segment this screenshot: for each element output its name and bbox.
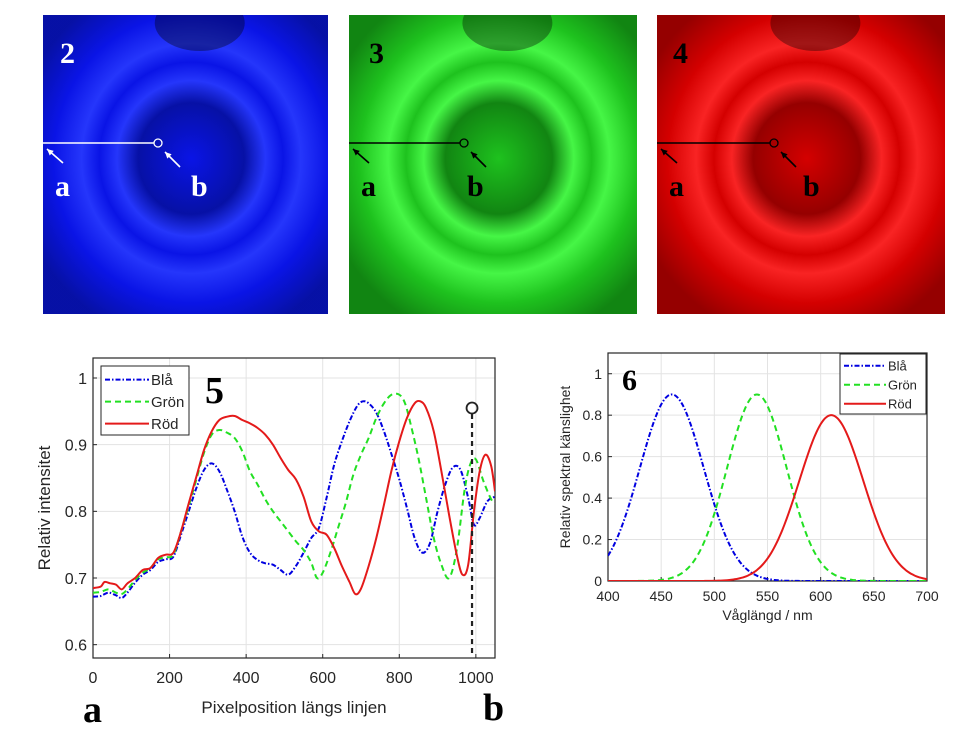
point-b-label: b — [191, 170, 208, 203]
image-ring-pattern — [349, 15, 637, 314]
image-panel-green: 3 a b — [349, 15, 637, 314]
axis-end-label-b: b — [483, 687, 505, 729]
image-ring-pattern — [43, 15, 328, 314]
series-group — [93, 392, 495, 600]
image-panel-blue: 2 a b — [43, 15, 328, 314]
arrow-a-icon-head — [47, 149, 54, 156]
position-b-circle-marker — [465, 401, 479, 415]
legend-label: Röd — [888, 396, 912, 411]
arrow-a-icon-head — [353, 149, 360, 156]
point-b-circle — [153, 138, 163, 148]
x-tick-label: 600 — [809, 588, 833, 604]
plot-area-frame — [92, 357, 496, 659]
image-blue — [43, 15, 328, 314]
panel-label-5: 5 — [205, 370, 224, 412]
x-tick-label: 0 — [89, 670, 98, 687]
x-axis-label: Våglängd / nm — [722, 607, 812, 623]
series-line-rod — [608, 414, 927, 581]
x-tick-label: 200 — [156, 670, 183, 687]
image-green — [349, 15, 637, 314]
panel-label-3: 3 — [369, 37, 384, 70]
y-tick-label: 0.4 — [583, 490, 603, 506]
axis-start-label-a: a — [83, 689, 102, 731]
x-tick-label: 450 — [649, 588, 673, 604]
dark-spot — [462, 15, 553, 51]
y-tick-label: 1 — [78, 371, 87, 388]
x-tick-label: 550 — [756, 588, 780, 604]
point-a-label: a — [361, 170, 376, 203]
y-tick-label: 0.8 — [65, 504, 87, 521]
point-b-label: b — [467, 170, 484, 203]
x-tick-label: 500 — [703, 588, 727, 604]
legend-label: Grön — [151, 394, 184, 411]
point-a-label: a — [55, 170, 70, 203]
point-b-circle — [769, 138, 779, 148]
x-tick-label: 800 — [386, 670, 413, 687]
x-axis-label: Pixelposition längs linjen — [201, 698, 386, 717]
y-tick-label: 0.8 — [583, 407, 603, 423]
x-tick-label: 700 — [915, 588, 939, 604]
arrow-b-icon-head — [781, 152, 788, 159]
legend-box — [839, 353, 927, 415]
point-a-label: a — [669, 170, 684, 203]
dark-spot — [770, 15, 861, 51]
panel-label-6: 6 — [622, 364, 637, 397]
y-axis-label: Relativ intensitet — [35, 445, 54, 570]
legend-label: Grön — [888, 377, 917, 392]
series-line-bla — [608, 393, 927, 581]
series-group — [608, 393, 927, 581]
legend-label: Röd — [151, 416, 179, 433]
y-tick-label: 0.6 — [583, 449, 603, 465]
legend-box — [100, 365, 190, 436]
x-tick-label: 400 — [233, 670, 260, 687]
x-tick-label: 400 — [596, 588, 620, 604]
dark-spot — [154, 15, 245, 51]
panel-label-2: 2 — [60, 37, 75, 70]
y-axis-label: Relativ spektral känslighet — [557, 386, 573, 549]
image-panel-red: 4 a b — [657, 15, 945, 314]
arrow-b-icon-head — [471, 152, 478, 159]
series-line-gron — [93, 392, 495, 596]
image-ring-pattern — [657, 15, 945, 314]
panel-label-4: 4 — [673, 37, 688, 70]
y-tick-label: 0.2 — [583, 532, 603, 548]
y-tick-label: 0.7 — [65, 571, 87, 588]
x-tick-label: 650 — [862, 588, 886, 604]
y-tick-label: 0.9 — [65, 437, 87, 454]
legend-label: Blå — [151, 372, 173, 389]
series-line-gron — [608, 393, 927, 581]
arrow-a-icon-head — [661, 149, 668, 156]
series-line-bla — [93, 400, 495, 600]
point-b-circle — [459, 138, 469, 148]
series-line-rod — [93, 399, 495, 596]
plot-area-frame — [607, 352, 928, 582]
image-red — [657, 15, 945, 314]
y-tick-label: 0 — [594, 573, 602, 589]
point-b-label: b — [803, 170, 820, 203]
x-tick-label: 1000 — [458, 670, 494, 687]
y-tick-label: 1 — [594, 366, 602, 382]
legend-label: Blå — [888, 358, 908, 373]
arrow-b-icon-head — [165, 152, 172, 159]
y-tick-label: 0.6 — [65, 637, 87, 654]
x-tick-label: 600 — [309, 670, 336, 687]
